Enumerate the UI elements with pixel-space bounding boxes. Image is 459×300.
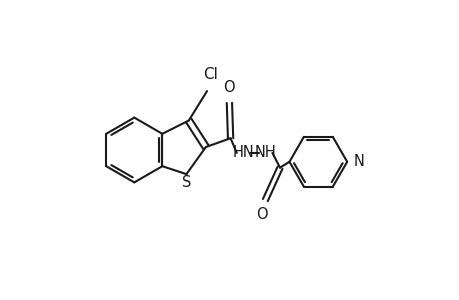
- Text: N: N: [353, 154, 364, 169]
- Text: Cl: Cl: [203, 67, 218, 82]
- Text: O: O: [223, 80, 235, 94]
- Text: HN: HN: [232, 146, 253, 160]
- Text: S: S: [181, 176, 190, 190]
- Text: NH: NH: [254, 146, 275, 160]
- Text: O: O: [255, 206, 267, 221]
